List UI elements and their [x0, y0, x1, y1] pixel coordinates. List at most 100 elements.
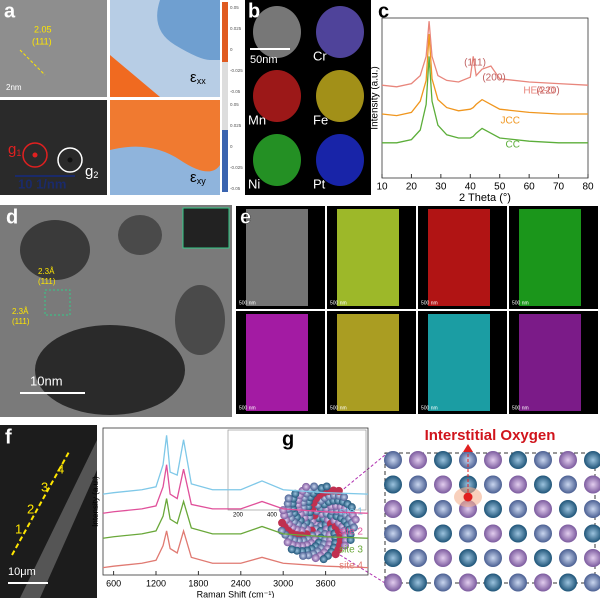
atom [559, 549, 577, 567]
x-tick-label: 1800 [188, 578, 208, 588]
x-tick-label: 3600 [316, 578, 336, 588]
eds-map [253, 70, 301, 122]
atom [278, 518, 287, 527]
x-tick-label: 20 [406, 182, 418, 193]
element-label: Pt [313, 176, 326, 191]
eds-map [519, 209, 581, 306]
particle [118, 215, 162, 255]
atom [534, 524, 552, 543]
scale-label: 500 nm [512, 300, 529, 306]
inset-tick: 200 [233, 513, 244, 519]
d-spacing: 2.3Å [12, 307, 29, 316]
roi [44, 289, 71, 316]
particle [175, 285, 225, 355]
atom [434, 524, 452, 543]
series-line [381, 21, 589, 88]
atom [584, 500, 600, 518]
scale-label: 500 nm [421, 405, 438, 411]
eds-map [428, 314, 490, 411]
x-tick-label: 10 [376, 182, 388, 193]
atom [299, 551, 308, 560]
eds-map [316, 134, 364, 186]
zoom-line [339, 554, 386, 584]
y-axis-label: Intensity (a.u.) [91, 476, 100, 527]
atom [459, 549, 477, 567]
colorbar [222, 130, 228, 192]
eds-map [246, 314, 308, 411]
annotation: Interstitial Oxygen [425, 427, 556, 444]
atom [434, 451, 452, 469]
atom [509, 500, 527, 518]
panel-label: d [6, 206, 18, 228]
series-line [381, 33, 588, 117]
atom [534, 573, 552, 592]
atom [347, 503, 356, 512]
scale-label: 500 nm [512, 405, 529, 411]
x-tick-label: 80 [582, 182, 594, 193]
series-line [102, 464, 369, 514]
atom [484, 500, 502, 518]
atom [409, 549, 427, 567]
g1-circle [22, 142, 48, 168]
eds-map [253, 134, 301, 186]
strain-label: εxx [190, 69, 206, 86]
series-line [102, 528, 369, 569]
eds-map [428, 209, 490, 306]
scale-label: 10 1/nm [18, 176, 66, 191]
series-label: CC [506, 140, 520, 151]
atom [434, 500, 452, 518]
colorbar-tick: 0 [230, 47, 233, 52]
panel-label: a [4, 0, 16, 22]
scale-label: 500 nm [330, 300, 347, 306]
strain-region [110, 146, 220, 195]
atom [559, 475, 577, 494]
eds-map [253, 6, 301, 58]
scale-label: 500 nm [239, 300, 256, 306]
atom [384, 451, 402, 469]
atom [409, 500, 427, 518]
atom [284, 494, 293, 503]
series-label: site 2 [339, 527, 363, 538]
inset-tick: 400 [267, 513, 278, 519]
scale-bar [20, 392, 85, 394]
atom [287, 545, 296, 554]
atom [509, 451, 527, 469]
x-axis-label: Raman Shift (cm⁻¹) [197, 589, 275, 598]
plot-area [381, 17, 589, 179]
scale-label: 500 nm [421, 300, 438, 306]
g1-dot [32, 152, 38, 158]
atom [584, 451, 600, 469]
atom [484, 524, 502, 543]
x-tick-label: 2400 [231, 578, 251, 588]
atom [283, 538, 292, 547]
particle [20, 220, 90, 280]
colorbar-tick: 0.025 [230, 123, 242, 128]
atom [319, 555, 328, 564]
fiber [20, 440, 97, 598]
atom [409, 524, 427, 543]
atom [534, 500, 552, 518]
atom [434, 475, 452, 494]
x-tick-label: 70 [553, 182, 565, 193]
peak-label: (220) [536, 86, 559, 97]
atom [534, 451, 552, 469]
atom [291, 489, 300, 498]
atom [484, 573, 502, 592]
atom [311, 554, 320, 563]
scan-line [11, 449, 71, 556]
lattice-fringe [19, 49, 46, 76]
fft-image [0, 100, 107, 195]
atom [584, 573, 600, 592]
scale-label: 50nm [250, 54, 278, 66]
eds-map [337, 314, 399, 411]
series-label: HEA-O [523, 86, 555, 97]
atom [409, 475, 427, 494]
atom [302, 482, 311, 491]
series-label: site 3 [339, 545, 363, 556]
atom [584, 549, 600, 567]
plane: (111) [12, 317, 30, 326]
plane: (111) [38, 277, 56, 286]
g2-dot [67, 157, 73, 163]
atom [534, 475, 552, 494]
g2-circle [57, 147, 83, 173]
